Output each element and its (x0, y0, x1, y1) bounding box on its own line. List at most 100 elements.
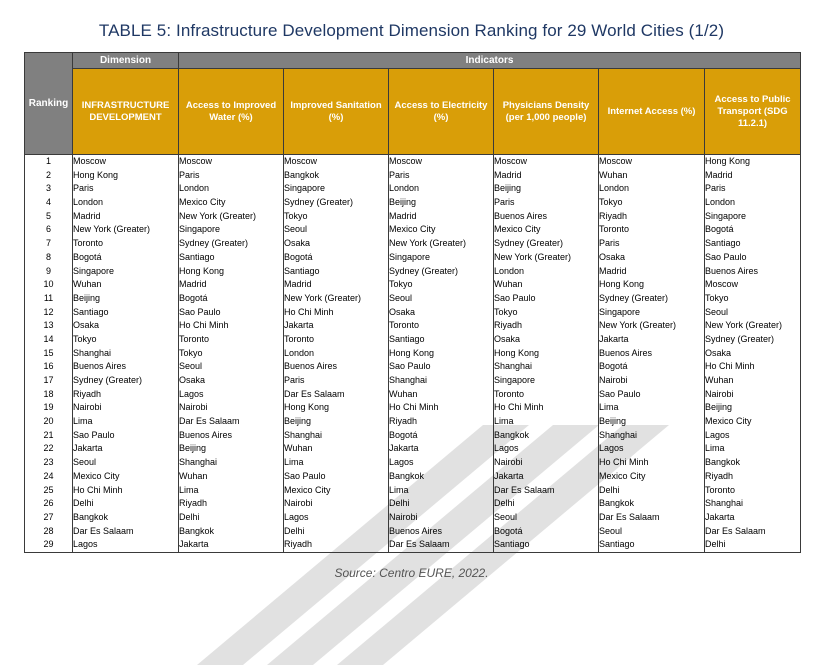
city-entry: Hong Kong (73, 169, 119, 180)
city-entry: Mexico City (494, 224, 541, 235)
city-entry: London (705, 197, 736, 208)
rank-number: 20 (43, 416, 54, 427)
rank-number: 7 (45, 238, 51, 249)
city-entry: Paris (599, 238, 620, 249)
city-entry: Buenos Aires (179, 429, 233, 440)
city-entry: Singapore (73, 265, 115, 276)
rank-number: 16 (43, 361, 54, 372)
indicator-header-physicians: Physicians Density (per 1,000 people) (493, 68, 599, 155)
city-entry: Ho Chi Minh (389, 402, 439, 413)
city-entry: Wuhan (179, 470, 208, 481)
city-entry: Lagos (284, 511, 309, 522)
city-entry: Wuhan (284, 443, 313, 454)
city-entry: Buenos Aires (284, 361, 338, 372)
column-internet: Moscow Wuhan London Tokyo Riyadh Toronto Paris… (598, 154, 705, 553)
city-entry: Wuhan (599, 169, 628, 180)
city-entry: Mexico City (599, 470, 646, 481)
city-entry: Lagos (73, 539, 98, 550)
city-entry: Nairobi (599, 375, 628, 385)
city-entry: Lagos (494, 443, 519, 454)
city-entry: New York (Greater) (284, 292, 362, 303)
rank-number: 12 (43, 306, 54, 317)
city-entry: Madrid (179, 279, 207, 290)
city-entry: Santiago (284, 265, 320, 276)
rank-number: 19 (43, 402, 54, 413)
city-entry: Ho Chi Minh (599, 457, 649, 468)
city-entry: London (389, 183, 420, 194)
city-entry: Bangkok (179, 525, 215, 536)
city-entry: Bogotá (284, 251, 313, 262)
city-entry: Paris (284, 375, 305, 385)
city-entry: Nairobi (284, 498, 313, 509)
city-entry: Singapore (284, 183, 326, 194)
city-entry: Riyadh (284, 539, 313, 550)
city-entry: Tokyo (599, 197, 623, 208)
city-entry: Jakarta (705, 511, 735, 522)
city-entry: Bogotá (389, 429, 418, 440)
city-entry: Hong Kong (389, 347, 435, 358)
rank-number: 11 (43, 292, 54, 303)
city-entry: Tokyo (705, 292, 729, 303)
city-entry: Hong Kong (284, 402, 330, 413)
city-entry: Ho Chi Minh (73, 484, 123, 495)
city-entry: Mexico City (179, 197, 226, 208)
city-entry: Tokyo (389, 279, 413, 290)
city-entry: Nairobi (494, 457, 523, 468)
city-entry: Lima (389, 484, 409, 495)
city-entry: Osaka (284, 238, 311, 249)
city-entry: Delhi (389, 498, 410, 509)
city-entry: Moscow (389, 156, 423, 166)
city-entry: Moscow (179, 156, 213, 166)
rank-number: 18 (43, 388, 54, 399)
rank-number: 6 (45, 224, 51, 235)
city-entry: Paris (494, 197, 515, 208)
city-entry: Sydney (Greater) (389, 265, 459, 276)
dimension-header: Dimension (72, 52, 179, 69)
city-entry: Shanghai (705, 498, 744, 509)
city-entry: Riyadh (73, 388, 102, 399)
city-entry: Buenos Aires (494, 210, 548, 221)
rank-number: 29 (43, 539, 54, 550)
city-entry: Tokyo (284, 210, 308, 221)
city-entry: Sydney (Greater) (494, 238, 564, 249)
city-entry: Lima (599, 402, 619, 413)
column-water: Moscow Paris London Mexico City New York (Gr… (178, 154, 284, 553)
city-entry: Bangkok (494, 429, 530, 440)
source-note: Source: Centro EURE, 2022. (334, 566, 489, 580)
city-entry: Seoul (599, 525, 623, 536)
city-entry: Riyadh (494, 320, 523, 331)
city-entry: Dar Es Salaam (494, 484, 555, 495)
city-entry: Nairobi (705, 388, 734, 399)
column-transport: Hong Kong Madrid Paris London Singapore Bogot… (703, 154, 802, 553)
city-entry: Riyadh (389, 416, 418, 427)
city-entry: Singapore (389, 251, 431, 262)
column-infrastructure: Moscow Hong Kong Paris London Madrid New York… (72, 154, 179, 553)
city-entry: London (284, 347, 315, 358)
city-entry: Santiago (705, 238, 741, 249)
city-entry: Wuhan (705, 375, 734, 385)
city-entry: New York (Greater) (705, 320, 783, 331)
city-entry: Moscow (494, 156, 528, 166)
city-entry: Toronto (179, 333, 210, 344)
city-entry: Madrid (284, 279, 312, 290)
city-entry: Ho Chi Minh (494, 402, 544, 413)
city-entry: Hong Kong (494, 347, 540, 358)
city-entry: Singapore (494, 375, 536, 385)
rank-number: 27 (43, 511, 54, 522)
city-entry: Sao Paulo (599, 388, 641, 399)
city-entry: Wuhan (389, 388, 418, 399)
city-entry: Tokyo (179, 347, 203, 358)
city-entry: Seoul (179, 361, 203, 372)
city-entry: Sao Paulo (179, 306, 221, 317)
city-entry: Dar Es Salaam (389, 539, 450, 550)
city-entry: Lima (179, 484, 199, 495)
city-entry: Moscow (73, 156, 107, 166)
city-entry: Santiago (599, 539, 635, 550)
city-entry: London (73, 197, 104, 208)
city-entry: Bangkok (389, 470, 425, 481)
city-entry: Singapore (705, 210, 747, 221)
city-entry: Sydney (Greater) (284, 197, 354, 208)
city-entry: Delhi (179, 511, 200, 522)
column-physicians: Moscow Madrid Beijing Paris Buenos Aires Mexi… (493, 154, 599, 553)
city-entry: Osaka (73, 320, 100, 331)
